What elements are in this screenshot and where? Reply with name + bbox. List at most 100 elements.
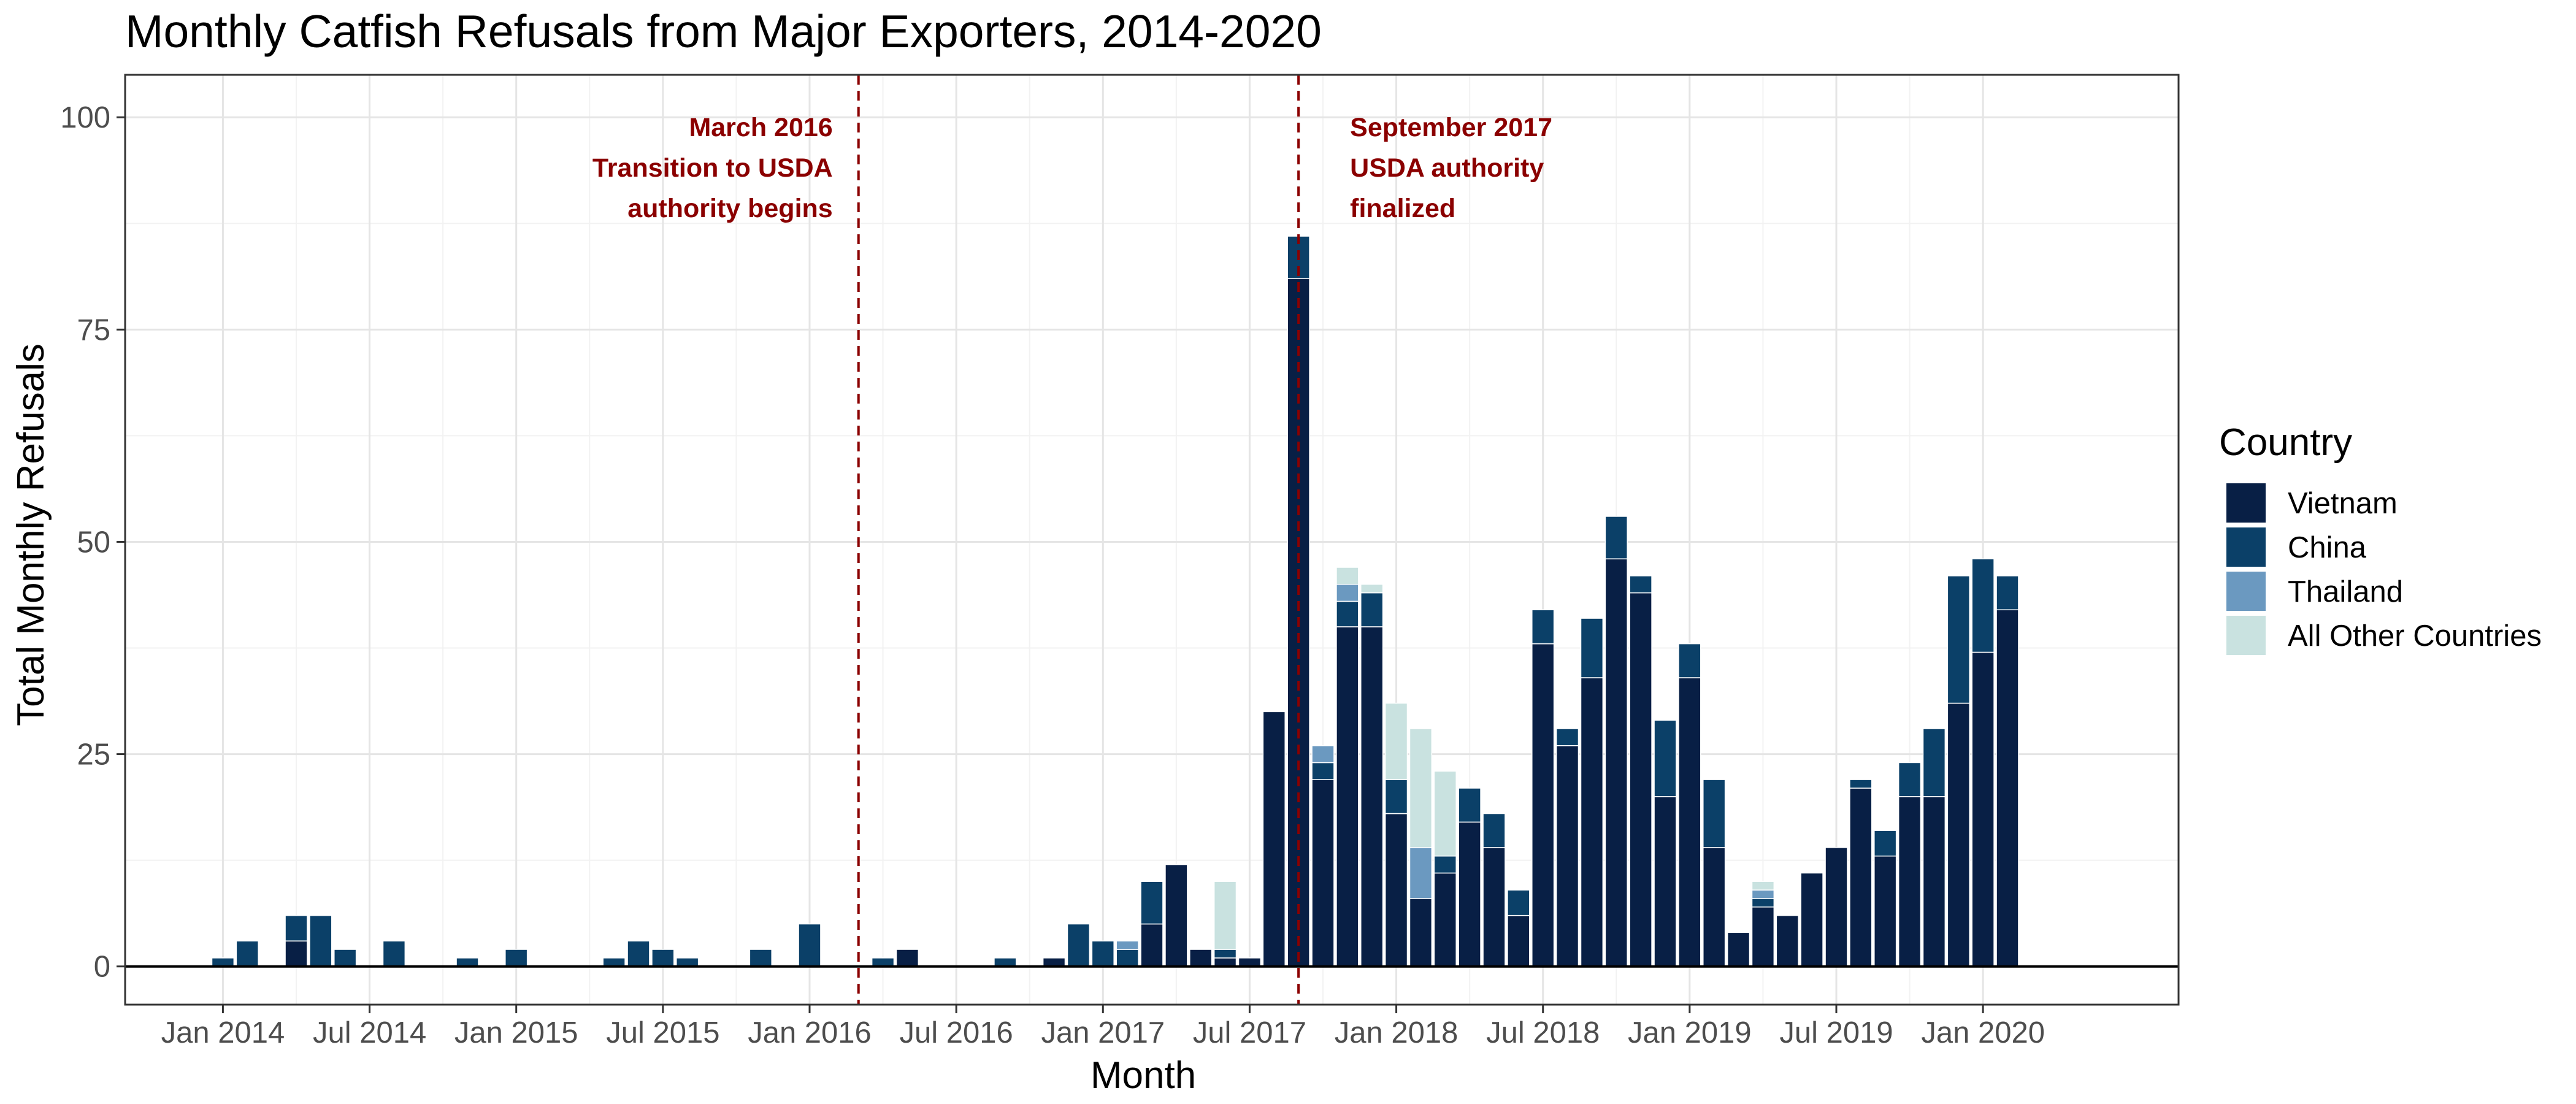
legend: Country Vietnam China Thailand All Other Co… [2219, 421, 2542, 655]
bar-china [1604, 516, 1628, 559]
y-tick-label: 100 [60, 101, 110, 134]
bar-vietnam [1433, 872, 1457, 967]
reference-annotation: USDA authority [1350, 153, 1544, 183]
bar-china [1654, 719, 1677, 797]
bar-vietnam [1507, 914, 1530, 967]
x-tick-label: Jan 2020 [1921, 1016, 2045, 1049]
y-tick-label: 75 [77, 313, 110, 347]
bar-all-other-countries [1433, 770, 1457, 857]
x-tick-label: Jan 2019 [1628, 1016, 1752, 1049]
bar-china [1874, 830, 1897, 857]
bar-vietnam [1482, 847, 1506, 967]
legend-label: All Other Countries [2288, 619, 2542, 653]
bar-china [211, 957, 235, 967]
bar-china [676, 957, 699, 967]
bar-vietnam [1825, 847, 1848, 967]
x-tick-label: Jul 2017 [1193, 1016, 1306, 1049]
bar-vietnam [1629, 592, 1652, 967]
bar-vietnam [1800, 872, 1823, 967]
x-tick-label: Jan 2018 [1335, 1016, 1459, 1049]
bar-china [994, 957, 1017, 967]
bar-china [1336, 600, 1359, 627]
bar-vietnam [1555, 745, 1579, 967]
bar-china [651, 949, 675, 967]
bar-all-other-countries [1384, 702, 1408, 780]
bar-vietnam [1360, 626, 1384, 967]
bar-vietnam [1311, 779, 1335, 967]
x-tick-label: Jan 2016 [748, 1016, 872, 1049]
bar-china [456, 957, 479, 967]
bar-china [1458, 788, 1481, 823]
bar-all-other-countries [1336, 567, 1359, 585]
bar-china [1116, 949, 1139, 967]
bar-china [871, 957, 895, 967]
y-tick-label: 25 [77, 738, 110, 772]
bar-china [382, 940, 406, 967]
bar-china [1971, 558, 1995, 653]
bar-china [1507, 889, 1530, 916]
reference-annotation: March 2016 [689, 113, 832, 142]
bar-vietnam [895, 949, 919, 967]
bar-all-other-countries [1360, 583, 1384, 594]
bar-vietnam [1140, 923, 1163, 967]
bar-china [1360, 592, 1384, 627]
bar-vietnam [1996, 609, 2019, 967]
x-tick-label: Jul 2015 [606, 1016, 719, 1049]
bar-china [1482, 813, 1506, 848]
bar-vietnam [1703, 847, 1726, 967]
bar-vietnam [1262, 711, 1286, 967]
x-tick-label: Jul 2016 [900, 1016, 1013, 1049]
reference-annotation: September 2017 [1350, 113, 1552, 142]
x-tick-label: Jan 2014 [161, 1016, 285, 1049]
y-axis-title: Total Monthly Refusals [10, 343, 52, 726]
bar-vietnam [1213, 957, 1237, 967]
bar-china [1580, 618, 1604, 678]
bar-vietnam [1042, 957, 1066, 967]
bar-vietnam [1580, 677, 1604, 967]
bar-china [602, 957, 626, 967]
bar-vietnam [1898, 796, 1922, 967]
bar-china [236, 940, 259, 967]
bar-vietnam [1165, 864, 1188, 967]
bar-china [1849, 779, 1873, 789]
bar-china [798, 923, 821, 967]
bar-china [1898, 762, 1922, 797]
bar-china [749, 949, 772, 967]
bar-vietnam [1678, 677, 1701, 967]
bar-china [1067, 923, 1091, 967]
plot-panel: March 2016 Transition to USDA authority be… [60, 74, 2180, 1049]
bar-china [1703, 779, 1726, 848]
x-tick-label: Jul 2014 [313, 1016, 426, 1049]
legend-key [2226, 527, 2266, 567]
legend-title: Country [2219, 421, 2352, 464]
panel-border [124, 74, 2180, 1006]
bar-vietnam [1604, 558, 1628, 967]
bar-vietnam [1458, 821, 1481, 967]
x-tick-label: Jan 2015 [454, 1016, 578, 1049]
bar-china [1996, 575, 2019, 610]
bar-vietnam [1409, 898, 1433, 967]
bar-all-other-countries [1213, 881, 1237, 950]
bar-china [627, 940, 650, 967]
bar-thailand [1409, 847, 1433, 899]
bar-china [1922, 728, 1946, 797]
legend-label: Vietnam [2288, 487, 2398, 520]
bar-china [1311, 762, 1335, 780]
bar-vietnam [1189, 949, 1213, 967]
bar-all-other-countries [1751, 881, 1775, 891]
bar-all-other-countries [1409, 728, 1433, 848]
bar-china [334, 949, 357, 967]
bar-china [505, 949, 528, 967]
x-tick-label: Jul 2018 [1486, 1016, 1600, 1049]
bar-vietnam [1531, 643, 1555, 967]
bar-vietnam [1947, 702, 1970, 967]
x-tick-label: Jul 2019 [1779, 1016, 1893, 1049]
bar-vietnam [1654, 796, 1677, 967]
bar-china [1531, 609, 1555, 645]
bar-vietnam [1922, 796, 1946, 967]
bar-vietnam [1384, 813, 1408, 967]
y-tick-label: 50 [77, 526, 110, 559]
bar-vietnam [1751, 907, 1775, 967]
legend-key [2226, 572, 2266, 611]
